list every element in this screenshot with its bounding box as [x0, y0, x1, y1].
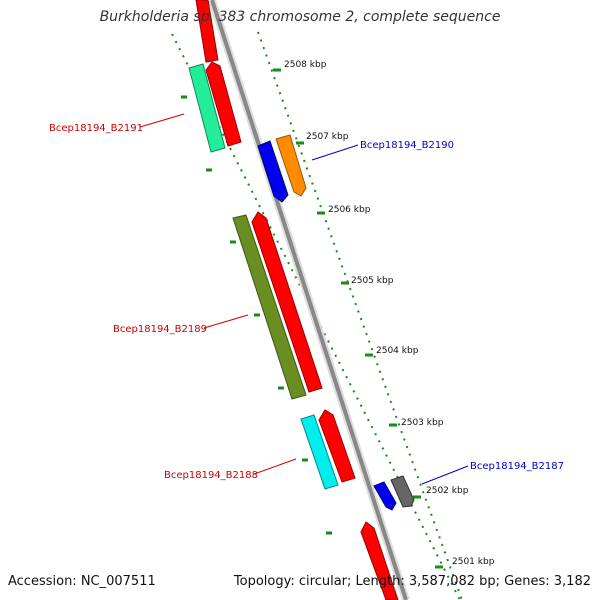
feature-blue[interactable]	[373, 481, 397, 511]
gene-label[interactable]: Bcep18194_B2190	[360, 140, 454, 151]
feature-olive[interactable]	[232, 214, 307, 400]
feature-blue[interactable]	[257, 140, 289, 203]
tick-label: 2502 kbp	[426, 486, 469, 496]
tick-label: 2504 kbp	[376, 346, 419, 356]
accession-text: Accession: NC_007511	[8, 574, 156, 589]
leader-line	[203, 314, 249, 329]
cds-feature[interactable]	[318, 409, 356, 483]
leader-line	[421, 465, 469, 485]
gene-label[interactable]: Bcep18194_B2191	[49, 123, 143, 134]
leader-line	[253, 458, 297, 475]
leader-line	[139, 113, 185, 128]
tick-label: 2506 kbp	[328, 205, 371, 215]
feature-grey[interactable]	[390, 475, 415, 508]
cds-feature[interactable]	[251, 211, 323, 393]
tick-label: 2508 kbp	[284, 60, 327, 70]
map-title: Burkholderia sp. 383 chromosome 2, compl…	[99, 9, 501, 25]
feature-orange[interactable]	[275, 134, 307, 197]
gene-label[interactable]: Bcep18194_B2189	[113, 324, 207, 335]
chromosome-backbone-line	[210, 0, 408, 600]
tick-label: 2507 kbp	[306, 132, 349, 142]
feature-green[interactable]	[188, 63, 226, 153]
summary-text: Topology: circular; Length: 3,587,082 bp…	[233, 574, 591, 589]
cds-feature[interactable]	[195, 0, 219, 63]
tick-label: 2505 kbp	[351, 276, 394, 286]
cds-feature[interactable]	[360, 521, 399, 600]
gene-label[interactable]: Bcep18194_B2187	[470, 461, 564, 472]
gene-label[interactable]: Bcep18194_B2188	[164, 470, 258, 481]
inner-ticks	[181, 95, 332, 535]
leader-line	[311, 144, 359, 161]
cds-feature[interactable]	[205, 61, 242, 147]
feature-cyan[interactable]	[300, 414, 339, 490]
tick-label: 2501 kbp	[452, 557, 495, 567]
tick-label: 2503 kbp	[401, 418, 444, 428]
scale-ticks	[273, 68, 443, 569]
